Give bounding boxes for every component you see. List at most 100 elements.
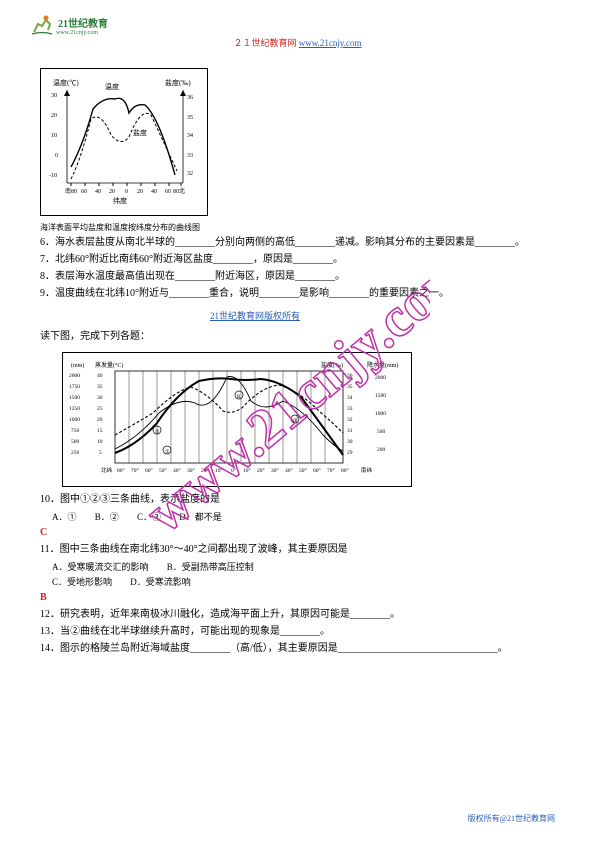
- svg-text:35: 35: [347, 384, 353, 390]
- line-label-sal: 盐度: [133, 128, 147, 137]
- svg-text:②: ②: [155, 429, 160, 435]
- header-label: ２１世纪教育网: [233, 38, 296, 48]
- svg-text:200: 200: [377, 447, 386, 453]
- q11-opt-d: D．受寒流影响: [130, 575, 191, 588]
- svg-text:20: 20: [109, 189, 115, 195]
- question-14: 14．图示的格陵兰岛附近海域盐度________（高/低），其主要原因是____…: [40, 642, 555, 656]
- svg-text:33: 33: [187, 153, 193, 159]
- svg-text:34: 34: [187, 133, 193, 139]
- svg-text:20: 20: [97, 417, 103, 423]
- q11-opt-b: B．受副热带高压控制: [167, 560, 254, 573]
- question-10: 10．图中①②③三条曲线，表示盐度的是: [40, 493, 555, 507]
- svg-text:500: 500: [377, 429, 386, 435]
- q10-opt-b: B．②: [95, 510, 119, 523]
- runner-icon: [28, 12, 56, 38]
- chart2-intro: 读下图，完成下列各题：: [40, 330, 555, 344]
- svg-text:60°: 60°: [145, 467, 153, 474]
- svg-text:北纬: 北纬: [101, 466, 113, 474]
- svg-text:60: 60: [165, 189, 171, 195]
- svg-text:(mm): (mm): [71, 362, 84, 369]
- svg-text:500: 500: [71, 439, 80, 445]
- svg-text:10: 10: [97, 439, 103, 445]
- svg-text:40°: 40°: [173, 467, 181, 474]
- q11-options-2: C．受地形影响 D．受寒流影响: [52, 575, 555, 588]
- question-9: 9．温度曲线在北纬10°附近与________重合，说明________是影响_…: [40, 287, 555, 301]
- svg-text:10: 10: [51, 133, 57, 139]
- svg-text:35: 35: [97, 384, 103, 390]
- svg-text:60°: 60°: [313, 467, 321, 474]
- svg-text:70°: 70°: [327, 467, 335, 474]
- q11-answer: B: [40, 592, 47, 603]
- q10-options: A．① B．② C．③ D．都不是: [52, 510, 555, 523]
- question-11: 11．图中三条曲线在南北纬30°～40°之间都出现了波峰，其主要原因是: [40, 543, 555, 557]
- svg-text:③: ③: [293, 418, 298, 424]
- svg-text:70°: 70°: [131, 467, 139, 474]
- svg-text:80北: 80北: [173, 187, 185, 195]
- svg-text:25: 25: [97, 406, 103, 412]
- svg-text:50°: 50°: [299, 467, 307, 474]
- svg-text:南纬: 南纬: [361, 466, 373, 474]
- logo-url: www.21cnjy.com: [56, 30, 108, 36]
- q11-options: A．受寒暖流交汇的影响 B．受副热带高压控制: [52, 560, 555, 573]
- svg-text:-10: -10: [49, 173, 57, 179]
- chart1-caption: 海洋表面平均盐度和温度按纬度分布的曲线图: [40, 222, 555, 233]
- q10-opt-d: D．都不是: [179, 510, 222, 523]
- svg-text:0°: 0°: [231, 467, 236, 474]
- svg-text:R: R: [237, 395, 241, 400]
- svg-text:1750: 1750: [69, 384, 80, 390]
- page-content: 温度(℃) 温度 盐度(‰) 30 20 10 0 -10 36 35 34 3…: [40, 68, 555, 656]
- q11-opt-c: C．受地形影响: [52, 575, 112, 588]
- svg-text:1000: 1000: [375, 411, 386, 417]
- svg-text:1500: 1500: [69, 395, 80, 401]
- svg-text:250: 250: [71, 450, 80, 456]
- chart-evap-precip-salinity: (mm) 蒸发量(°C) 盐度(‰) 降水量(mm) 200017501500 …: [62, 352, 412, 487]
- question-6: 6．海水表层盐度从南北半球的________分别向两侧的高低________递减…: [40, 236, 555, 250]
- svg-text:34: 34: [347, 395, 353, 401]
- svg-text:80°: 80°: [117, 467, 125, 474]
- axis-label-temp: 温度(℃): [53, 78, 79, 87]
- header-url: www.21cnjy.com: [299, 38, 362, 48]
- svg-text:盐度(‰): 盐度(‰): [321, 361, 343, 369]
- svg-text:10°: 10°: [243, 467, 251, 474]
- svg-text:32: 32: [187, 171, 193, 177]
- svg-text:5: 5: [99, 450, 102, 456]
- svg-text:0: 0: [55, 153, 58, 159]
- svg-text:2000: 2000: [69, 373, 80, 379]
- svg-text:30: 30: [347, 439, 353, 445]
- svg-text:35: 35: [187, 115, 193, 121]
- site-logo: 21世纪教育 www.21cnjy.com: [28, 12, 108, 38]
- svg-text:40: 40: [151, 189, 157, 195]
- svg-text:南80: 南80: [65, 187, 77, 195]
- svg-text:50°: 50°: [159, 467, 167, 474]
- axis-label-sal: 盐度(‰): [165, 78, 191, 87]
- q10-opt-a: A．①: [52, 510, 77, 523]
- svg-text:750: 750: [71, 428, 80, 434]
- line-label-temp: 温度: [105, 82, 119, 91]
- svg-text:蒸发量(°C): 蒸发量(°C): [95, 361, 123, 369]
- svg-text:31: 31: [347, 428, 353, 434]
- svg-text:40: 40: [97, 373, 103, 379]
- svg-text:10°: 10°: [215, 467, 223, 474]
- header-link[interactable]: ２１世纪教育网 www.21cnjy.com: [233, 36, 361, 49]
- svg-text:1500: 1500: [375, 393, 386, 399]
- q10-answer: C: [40, 527, 47, 538]
- question-8: 8．表层海水温度最高值出现在________附近海区，原因是________。: [40, 270, 555, 284]
- svg-text:降水量(mm): 降水量(mm): [367, 361, 398, 369]
- svg-text:1250: 1250: [69, 406, 80, 412]
- svg-text:40: 40: [95, 189, 101, 195]
- svg-text:1000: 1000: [69, 417, 80, 423]
- svg-text:40°: 40°: [285, 467, 293, 474]
- svg-text:20°: 20°: [201, 467, 209, 474]
- copyright-link[interactable]: 21世纪教育网版权所有: [210, 309, 555, 322]
- question-12: 12．研究表明，近年来南极冰川融化，造成海平面上升，其原因可能是________…: [40, 608, 555, 622]
- footer-copyright: 版权所有@21世纪教育网: [468, 813, 555, 824]
- svg-text:20: 20: [137, 189, 143, 195]
- q10-opt-c: C．③: [137, 510, 161, 523]
- question-13: 13．当②曲线在北半球继续升高时，可能出现的现象是________。: [40, 625, 555, 639]
- svg-text:0: 0: [125, 189, 128, 195]
- svg-text:30°: 30°: [187, 467, 195, 474]
- axis-label-lat: 纬度: [113, 196, 127, 205]
- svg-text:36: 36: [187, 95, 193, 101]
- q11-opt-a: A．受寒暖流交汇的影响: [52, 560, 149, 573]
- svg-text:30: 30: [97, 395, 103, 401]
